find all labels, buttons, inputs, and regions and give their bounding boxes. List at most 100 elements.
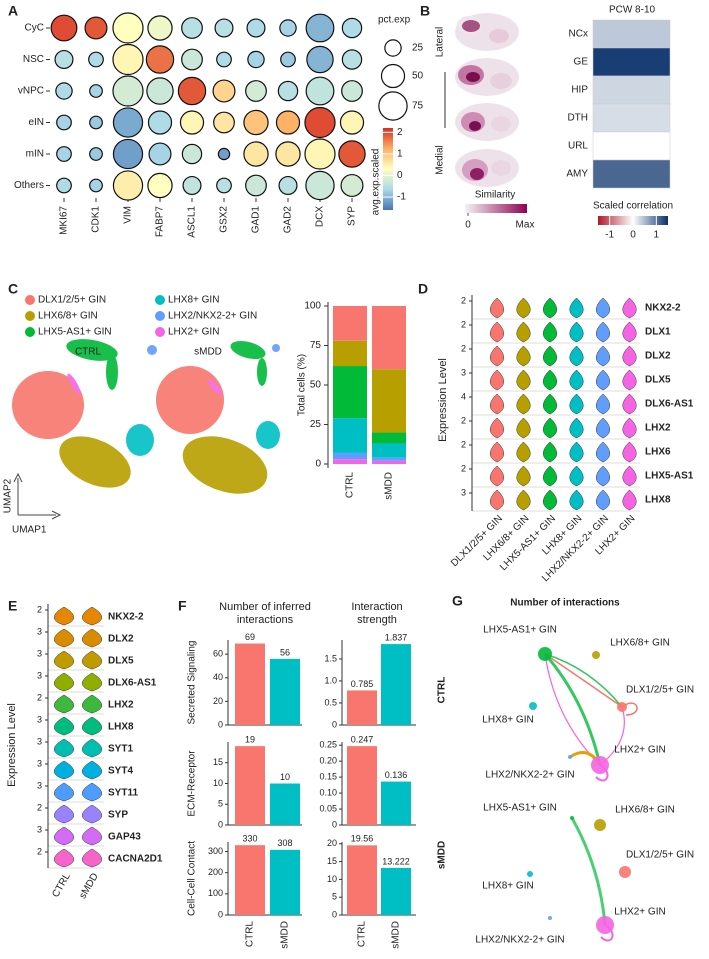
violin — [54, 716, 74, 736]
violin — [82, 848, 102, 868]
image-scale-title: Similarity — [475, 190, 516, 201]
dot — [112, 12, 144, 44]
violin — [490, 297, 504, 319]
bar — [270, 783, 300, 825]
x-tick-label: CTRL — [50, 871, 73, 899]
violin — [569, 441, 584, 463]
heatmap-cell — [592, 75, 671, 105]
node — [529, 702, 537, 710]
dot — [214, 18, 234, 38]
dot — [275, 110, 301, 135]
dot — [181, 17, 203, 39]
y-tick-label: 0.05 — [319, 803, 337, 813]
violin — [569, 297, 584, 319]
y-tick-label: 0 — [332, 819, 337, 829]
gene-label: GAP43 — [108, 832, 141, 843]
heatmap-row-label: DTH — [567, 113, 588, 124]
bar — [347, 690, 377, 725]
bar — [381, 644, 411, 725]
y-tick-label: 2 — [461, 343, 466, 353]
y-tick-label: 40 — [213, 672, 223, 682]
panel-letter: G — [452, 593, 463, 609]
dot — [89, 84, 103, 98]
y-tick-label: 25 — [310, 419, 322, 430]
y-tick-label: 3 — [37, 648, 42, 658]
dot — [341, 49, 363, 70]
y-tick-label: 2 — [461, 319, 466, 329]
legend-label: LHX2/NKX2-2+ GIN — [168, 311, 257, 322]
y-tick-label: 3 — [37, 670, 42, 680]
node-label: LHX8+ GIN — [482, 715, 533, 726]
dot — [148, 142, 172, 166]
violin — [596, 369, 610, 391]
gene-label: DLX2 — [645, 351, 671, 362]
size-legend-dot — [380, 63, 406, 89]
bar — [347, 746, 377, 825]
violin — [543, 369, 557, 391]
y-tick-label: 60 — [213, 649, 223, 659]
gene-label: SYT1 — [108, 744, 133, 755]
dot — [147, 15, 173, 41]
colorbar-label: -1 — [397, 192, 406, 203]
heatmap-row-label: GE — [574, 57, 589, 68]
x-tick-label: sMDD — [77, 871, 100, 901]
gene-label: DLX5 — [645, 375, 671, 386]
bar-label: 13.222 — [382, 856, 410, 866]
violin — [516, 489, 531, 511]
y-tick-label: 0 — [218, 819, 223, 829]
node — [548, 916, 552, 920]
y-tick-label: 300 — [208, 846, 223, 856]
heatmap-row-label: HIP — [571, 85, 588, 96]
violin — [516, 345, 531, 367]
bar-segment — [333, 418, 367, 453]
violin — [596, 345, 610, 367]
violin — [490, 393, 504, 415]
node-label: LHX2/NKX2-2+ GIN — [475, 935, 564, 946]
violin — [543, 417, 557, 439]
violin — [543, 465, 557, 487]
umap-title: CTRL — [75, 347, 102, 358]
bar-segment — [372, 432, 406, 444]
dot — [305, 170, 335, 201]
y-tick-label: 0.25 — [319, 740, 337, 750]
violin — [516, 417, 531, 439]
column-title: Number of inferred — [219, 601, 311, 613]
violin — [54, 804, 74, 824]
violin — [596, 297, 610, 319]
gene-label: LHX8 — [645, 495, 671, 506]
column-label: GAD2 — [283, 206, 294, 234]
violin — [54, 650, 74, 670]
gene-label: DLX6-AS1 — [645, 399, 694, 410]
node — [619, 866, 631, 878]
heatmap-title: PCW 8-10 — [609, 5, 656, 16]
legend-label: LHX8+ GIN — [168, 295, 219, 306]
dot — [56, 177, 72, 194]
gene-label: LHX8 — [108, 722, 134, 733]
x-tick-label: sMDD — [280, 921, 291, 949]
row-label: eIN — [28, 117, 44, 128]
y-tick-label: 3 — [461, 487, 466, 497]
dot — [341, 80, 363, 102]
colorbar-title: Scaled correlation — [593, 201, 673, 212]
heatmap-row-label: URL — [568, 141, 588, 152]
image-scale-label: 0 — [465, 220, 471, 231]
row-label: NSC — [23, 54, 44, 65]
gene-label: CACNA2D1 — [108, 854, 163, 865]
violin — [622, 489, 637, 511]
bar — [235, 746, 265, 825]
violin — [543, 321, 557, 343]
violin — [569, 489, 584, 511]
dot — [217, 147, 231, 161]
bar-segment — [333, 306, 367, 341]
violin — [54, 760, 74, 780]
node — [592, 651, 600, 659]
row-title: Cell-Cell Contact — [187, 841, 198, 916]
heatmap-cell — [592, 159, 671, 189]
gene-label: SYT4 — [108, 766, 133, 777]
violin — [622, 345, 637, 367]
violin — [596, 417, 610, 439]
violin — [490, 465, 504, 487]
node-label: DLX1/2/5+ GIN — [626, 685, 694, 696]
violin — [490, 441, 504, 463]
bar — [381, 867, 411, 915]
